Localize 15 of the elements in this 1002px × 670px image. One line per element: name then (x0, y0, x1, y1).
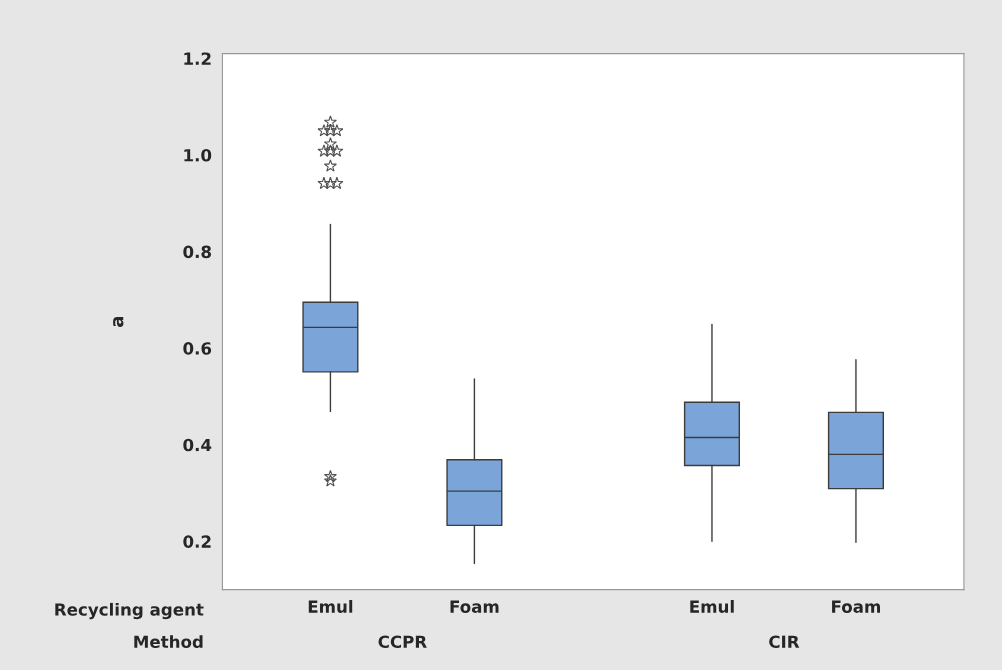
x-tick-label: Emul (690, 600, 734, 613)
y-tick-label: 0.4 (183, 438, 212, 452)
y-tick-label: 0.6 (183, 342, 212, 355)
x-tick-label: Foam (832, 600, 881, 613)
y-tick-label: 1.2 (184, 52, 211, 65)
text: Recycling agent (55, 602, 204, 620)
y-tick-label: 1.0 (184, 148, 212, 162)
y-axis-title: a (113, 316, 124, 327)
y-tick-label: 0.8 (183, 245, 211, 259)
y-tick-label: 0.2 (183, 535, 211, 548)
x-tick-label: Foam (450, 600, 499, 613)
text: CIR (769, 635, 800, 649)
x-tick-label: Emul (308, 600, 353, 613)
text: Method (134, 635, 203, 649)
text: CCPR (378, 635, 427, 649)
